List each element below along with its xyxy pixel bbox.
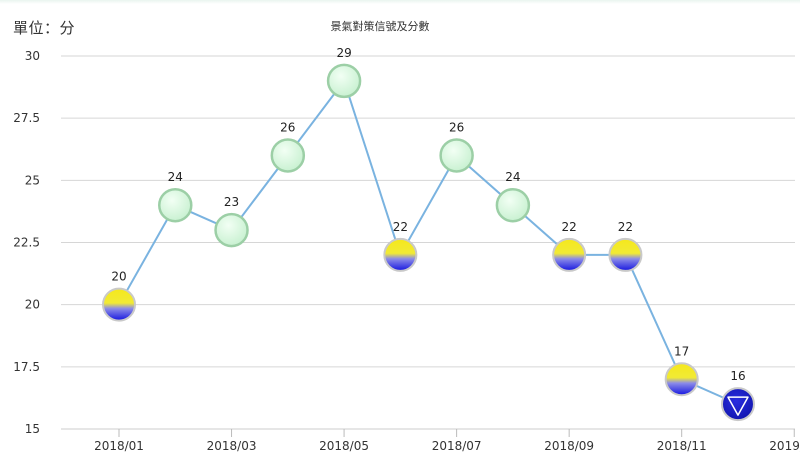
signal-point-green xyxy=(158,187,193,223)
y-tick-label: 27.5 xyxy=(13,111,40,125)
data-label: 22 xyxy=(562,220,577,234)
signal-point-yellow-blue xyxy=(608,237,643,272)
y-tick-label: 15 xyxy=(25,422,40,436)
data-labels: 20 24 23 26 29 22 26 24 22 22 17 16 xyxy=(111,46,745,383)
data-label: 24 xyxy=(168,170,183,184)
data-label: 20 xyxy=(111,270,126,284)
data-label: 26 xyxy=(280,120,295,134)
data-label: 22 xyxy=(618,220,633,234)
x-tick-label: 2018/11 xyxy=(657,439,707,453)
x-tick-label: 2019/01 xyxy=(769,439,800,453)
y-tick-label: 22.5 xyxy=(13,236,40,250)
y-tick-label: 20 xyxy=(25,298,40,312)
y-tick-label: 17.5 xyxy=(13,360,40,374)
x-tick-label: 2018/09 xyxy=(544,439,594,453)
signal-point-green xyxy=(495,187,531,223)
data-label: 16 xyxy=(730,369,745,383)
signal-point-green xyxy=(214,212,249,248)
data-label: 22 xyxy=(393,220,408,234)
x-tick-label: 2018/01 xyxy=(94,439,144,453)
unit-label: 單位：分 xyxy=(13,19,76,37)
signal-point-yellow-blue xyxy=(102,287,136,322)
down-triangle-icon xyxy=(727,396,749,416)
signal-point-yellow-blue xyxy=(664,362,699,397)
data-label: 29 xyxy=(336,46,351,60)
data-points xyxy=(102,63,755,422)
data-label: 17 xyxy=(674,344,689,358)
data-label: 24 xyxy=(505,170,520,184)
y-tick-label: 30 xyxy=(25,49,40,63)
chart-title: 景氣對策信號及分數 xyxy=(330,20,430,33)
axes: 15 17.5 20 22.5 25 27.5 30 2018/01 2018/03 2018/0… xyxy=(13,49,800,453)
signal-point-blue xyxy=(720,387,755,422)
x-tick-label: 2018/05 xyxy=(319,439,369,453)
signal-point-yellow-blue xyxy=(552,237,587,272)
top-accent-bar xyxy=(0,0,800,4)
x-tick-label: 2018/03 xyxy=(207,439,257,453)
data-label: 23 xyxy=(224,195,239,209)
y-tick-label: 25 xyxy=(25,173,40,187)
data-label: 26 xyxy=(449,120,464,134)
x-tick-label: 2018/07 xyxy=(432,439,482,453)
signal-point-green xyxy=(270,138,306,173)
signal-point-yellow-blue xyxy=(383,237,418,272)
signal-point-green xyxy=(326,63,362,99)
signal-point-green xyxy=(439,138,474,173)
